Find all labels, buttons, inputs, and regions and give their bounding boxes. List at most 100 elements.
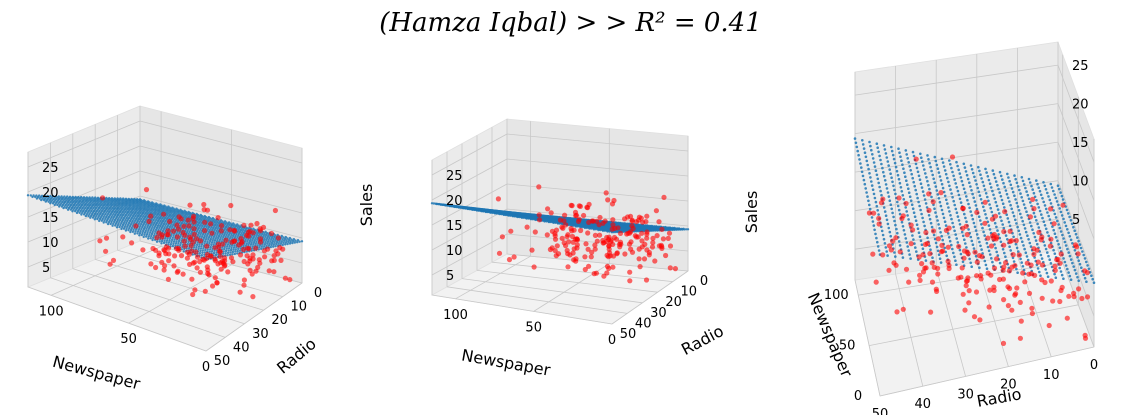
plane-point xyxy=(35,194,38,197)
plane-point xyxy=(946,202,949,205)
plane-point xyxy=(141,224,145,227)
plane-point xyxy=(995,204,999,208)
plane-point xyxy=(924,202,928,205)
plane-point xyxy=(1083,276,1087,280)
plane-point xyxy=(249,237,252,241)
plane-point xyxy=(226,232,229,235)
plane-point xyxy=(233,252,236,256)
data-point xyxy=(592,232,599,238)
plane-point xyxy=(1008,224,1012,228)
data-point xyxy=(176,245,182,252)
plane-point xyxy=(1034,239,1038,242)
plane-point xyxy=(165,239,169,242)
z-tick-label: 10 xyxy=(1072,175,1089,190)
plane-point xyxy=(860,166,863,169)
plane-point xyxy=(241,233,245,236)
plane-point xyxy=(567,216,570,220)
plane-point xyxy=(260,245,263,248)
data-point xyxy=(1048,278,1054,284)
z-tick-label: 25 xyxy=(42,161,59,176)
plane-point xyxy=(198,252,202,255)
plane-point xyxy=(933,207,936,210)
plane-point xyxy=(1008,179,1011,183)
plane-point xyxy=(272,237,275,241)
plane-point xyxy=(237,239,240,242)
plane-point xyxy=(1073,249,1077,252)
plane-point xyxy=(163,204,166,207)
data-point xyxy=(1001,264,1007,270)
plane-point xyxy=(983,209,986,212)
plane-point xyxy=(140,233,143,237)
plane-point xyxy=(1019,236,1023,240)
data-point xyxy=(555,251,562,257)
data-point xyxy=(185,217,191,223)
plane-point xyxy=(904,175,907,178)
data-point xyxy=(644,235,650,241)
plane-point xyxy=(1005,192,1009,196)
plane-point xyxy=(951,170,954,174)
plane-point xyxy=(878,185,881,189)
plane-point xyxy=(503,210,507,214)
grid-line xyxy=(446,286,628,314)
plane-point xyxy=(1032,211,1036,215)
data-point xyxy=(614,250,620,256)
data-point xyxy=(893,235,899,241)
plane-point xyxy=(1026,193,1030,197)
plane-point xyxy=(213,239,217,242)
data-point xyxy=(900,306,906,312)
plane-point xyxy=(280,240,283,243)
plane-point xyxy=(1002,226,1006,230)
plane-point xyxy=(1040,213,1043,216)
plane-point xyxy=(898,212,902,216)
plane-point xyxy=(963,212,966,216)
plane-point xyxy=(1076,275,1079,279)
plane-point xyxy=(942,165,946,168)
plane-point xyxy=(965,173,969,177)
plane-point xyxy=(867,199,870,203)
plane-point xyxy=(890,207,893,211)
data-point xyxy=(574,245,580,251)
plane-point xyxy=(1043,224,1047,227)
data-point xyxy=(190,291,196,298)
data-point xyxy=(1017,299,1023,305)
plane-point xyxy=(875,142,879,145)
plane-point xyxy=(147,227,151,230)
data-point xyxy=(261,248,267,254)
data-point xyxy=(532,229,538,235)
data-point xyxy=(893,262,899,268)
plane-point xyxy=(88,196,91,199)
plane-point xyxy=(939,261,943,264)
data-point xyxy=(1042,279,1048,286)
data-point xyxy=(974,259,980,265)
data-point xyxy=(585,205,591,211)
data-point xyxy=(585,246,591,252)
grid-line xyxy=(1057,219,1095,317)
plane-point xyxy=(1062,217,1065,221)
plane-point xyxy=(908,253,911,256)
plane-point xyxy=(885,156,889,159)
plane-point xyxy=(952,199,955,203)
plane-point xyxy=(935,163,939,167)
data-point xyxy=(204,243,210,249)
plane-point xyxy=(227,249,230,252)
plane-point xyxy=(988,203,991,206)
data-point xyxy=(600,237,606,244)
plane-point xyxy=(1085,260,1088,264)
plane-point xyxy=(1019,257,1022,261)
plane-point xyxy=(569,217,572,220)
plane-point xyxy=(260,247,263,251)
plane-point xyxy=(940,157,944,161)
data-point xyxy=(201,201,207,208)
data-point xyxy=(143,187,150,193)
plane-point xyxy=(136,230,140,233)
plane-point xyxy=(171,244,175,248)
data-point xyxy=(923,229,929,236)
plane-point xyxy=(142,227,146,231)
z-tick-label: 5 xyxy=(42,261,50,276)
plane-point xyxy=(46,194,49,198)
plane-point xyxy=(916,227,920,230)
data-point xyxy=(536,212,542,218)
plane-point xyxy=(1001,223,1004,226)
plane-point xyxy=(288,242,292,245)
data-point xyxy=(1017,335,1024,341)
